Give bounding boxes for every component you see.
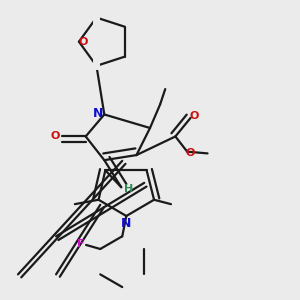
Text: F: F [77, 239, 84, 249]
Text: O: O [186, 148, 195, 158]
Text: H: H [124, 184, 133, 194]
Text: O: O [78, 37, 88, 47]
Text: N: N [93, 107, 104, 120]
Text: N: N [121, 217, 131, 230]
Text: O: O [190, 111, 200, 121]
Text: O: O [50, 131, 60, 142]
